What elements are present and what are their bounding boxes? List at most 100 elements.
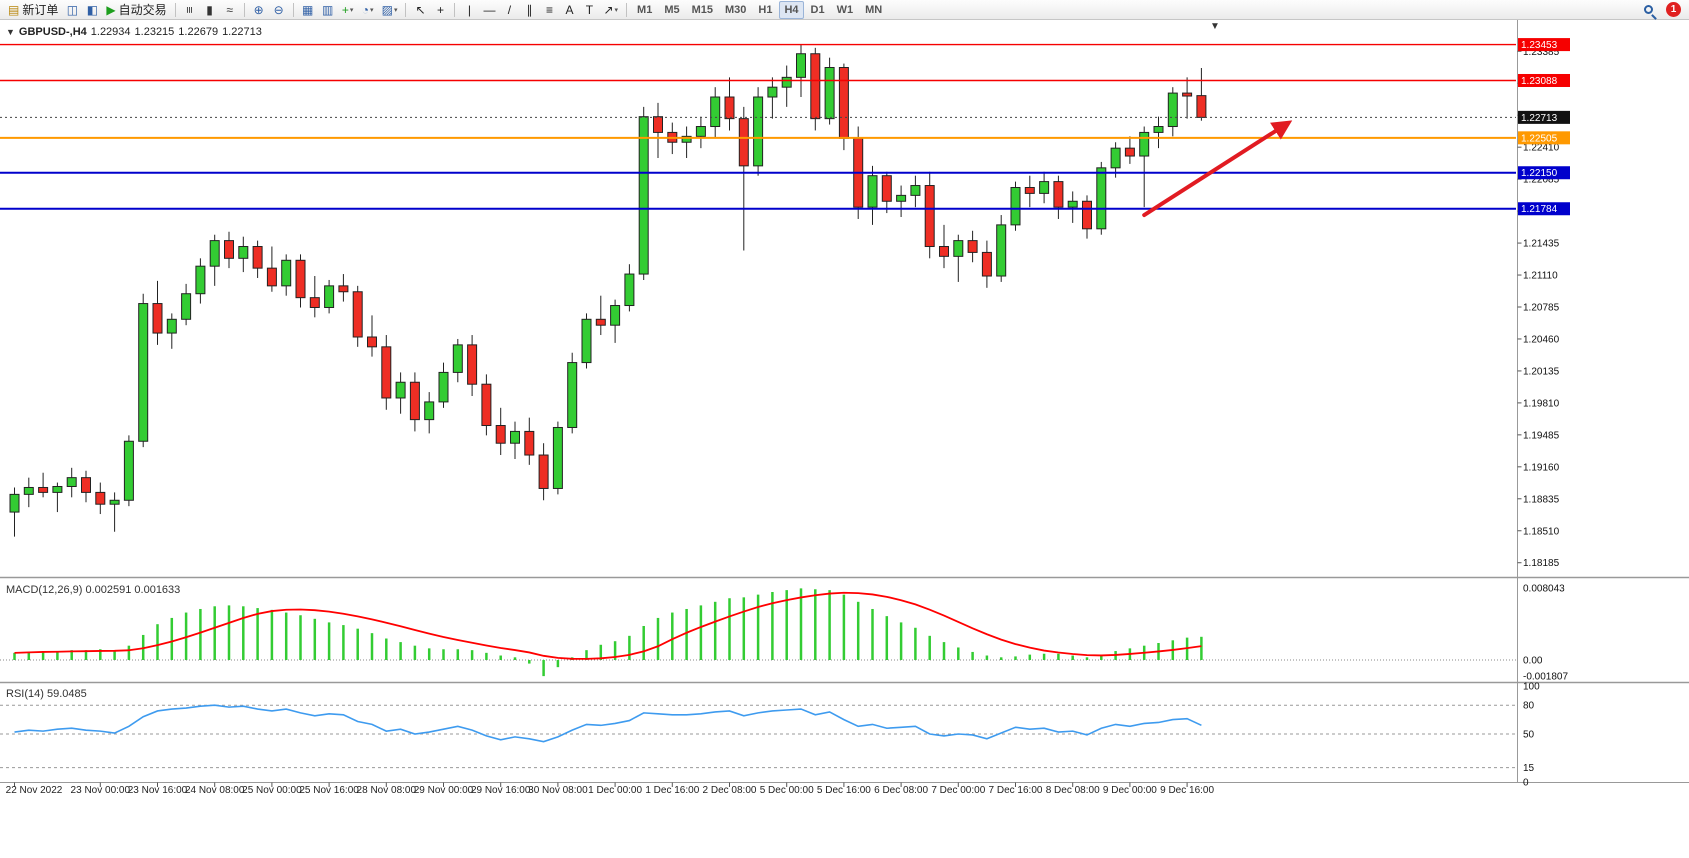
macd-layer — [13, 588, 1203, 677]
svg-text:7 Dec 16:00: 7 Dec 16:00 — [989, 785, 1043, 796]
svg-text:1.22713: 1.22713 — [1521, 113, 1558, 124]
text-button[interactable]: A — [560, 1, 578, 19]
toolbar-separator — [243, 2, 245, 17]
search-icon — [1643, 5, 1653, 14]
notification-badge[interactable]: 1 — [1666, 2, 1681, 17]
close-value: 1.22713 — [222, 26, 262, 38]
low-value: 1.22679 — [178, 26, 219, 38]
period-selector-button[interactable]: ◔ ▾ — [359, 1, 377, 19]
search-button[interactable] — [1639, 1, 1657, 19]
cursor-icon: ↖ — [415, 2, 426, 17]
trendline-icon: / — [507, 2, 512, 17]
arrow-tool-button[interactable]: ↗ ▾ — [600, 1, 621, 19]
svg-text:23 Nov 16:00: 23 Nov 16:00 — [128, 785, 188, 796]
svg-text:9 Dec 16:00: 9 Dec 16:00 — [1160, 785, 1214, 796]
toolbar-right: 1 — [1638, 1, 1685, 19]
tf-h1-button[interactable]: H1 — [758, 3, 773, 16]
tf-m15-button[interactable]: M15 — [691, 3, 714, 16]
svg-text:29 Nov 00:00: 29 Nov 00:00 — [414, 785, 474, 796]
period-selector-dropdown-icon: ▾ — [369, 6, 374, 14]
price-axis[interactable]: 1.233851.230601.227351.224101.220851.217… — [1517, 47, 1569, 789]
tf-d1-button[interactable]: D1 — [810, 3, 825, 16]
symbol-period-label: GBPUSD-,H4 — [18, 26, 87, 38]
open-value: 1.22934 — [90, 26, 131, 38]
bar-chart-button[interactable]: ≡ — [181, 1, 199, 19]
zoom-in-icon: ⊕ — [253, 2, 264, 17]
chart-window: 1.233851.230601.227351.224101.220851.217… — [0, 20, 1689, 858]
arrow-tool-icon: ↗ — [603, 2, 614, 17]
new-order-label: 新订单 — [22, 3, 59, 17]
svg-text:7 Dec 00:00: 7 Dec 00:00 — [931, 785, 985, 796]
chart-shift-marker[interactable]: ▼ — [1210, 21, 1220, 32]
rsi-indicator-label: RSI(14) 59.0485 — [6, 688, 87, 700]
auto-trading-button[interactable]: ▶ 自动交易 — [103, 1, 169, 19]
candlestick-chart-button[interactable]: ▮ — [201, 1, 219, 19]
svg-text:1.18510: 1.18510 — [1523, 526, 1560, 537]
cursor-button[interactable]: ↖ — [411, 1, 429, 19]
svg-text:5 Dec 00:00: 5 Dec 00:00 — [760, 785, 814, 796]
toolbar-group-windows: ▦ ▥ + ▾ ◔ ▾ ▨ ▾ — [298, 1, 402, 19]
vertical-line-icon: | — [467, 2, 472, 17]
price-label-boxes: 1.23453 1.23088 1.22505 1.22150 1.21784 1.227… — [1518, 38, 1570, 216]
svg-text:1.19810: 1.19810 — [1523, 398, 1560, 409]
svg-text:1.22410: 1.22410 — [1523, 143, 1560, 154]
tf-h4-button[interactable]: H4 — [779, 0, 804, 19]
macd-indicator-label: MACD(12,26,9) 0.002591 0.001633 — [6, 584, 181, 596]
horizontal-line-button[interactable]: — — [480, 1, 498, 19]
toolbar-separator — [292, 2, 294, 17]
fibonacci-retracement-icon: ≡ — [545, 2, 553, 17]
tf-m1-button[interactable]: M1 — [637, 3, 653, 16]
svg-text:8 Dec 08:00: 8 Dec 08:00 — [1046, 785, 1100, 796]
text-icon: A — [565, 2, 574, 17]
candles-layer — [9, 44, 1207, 537]
new-order-icon: ▤ — [8, 2, 20, 17]
toolbar-separator — [626, 2, 628, 17]
toolbar-separator — [405, 2, 407, 17]
market-watch-button[interactable]: ◧ — [83, 1, 101, 19]
tile-windows-button[interactable]: ▦ — [299, 1, 317, 19]
symbol-dropdown-icon[interactable]: ▼ — [6, 27, 15, 37]
fibonacci-retracement-button[interactable]: ≡ — [540, 1, 558, 19]
tf-m5-button[interactable]: M5 — [664, 3, 680, 16]
new-chart-button[interactable]: + ▾ — [339, 1, 357, 19]
svg-text:23 Nov 00:00: 23 Nov 00:00 — [71, 785, 131, 796]
template-selector-icon: ▨ — [381, 2, 393, 17]
chart-canvas[interactable]: 1.233851.230601.227351.224101.220851.217… — [0, 20, 1689, 858]
equidistant-channel-icon: ∥ — [526, 2, 533, 17]
template-selector-button[interactable]: ▨ ▾ — [379, 1, 401, 19]
crosshair-button[interactable]: + — [431, 1, 449, 19]
tf-m30-button[interactable]: M30 — [725, 3, 747, 16]
toolbar-group-chart-type: ≡ ▮ ≈ — [180, 1, 240, 19]
svg-text:1.18185: 1.18185 — [1523, 558, 1560, 569]
charts-window-button[interactable]: ◫ — [63, 1, 81, 19]
crosshair-icon: + — [436, 2, 444, 17]
svg-text:6 Dec 08:00: 6 Dec 08:00 — [874, 785, 928, 796]
svg-text:9 Dec 00:00: 9 Dec 00:00 — [1103, 785, 1157, 796]
text-label-icon: T — [585, 2, 594, 17]
toolbar-group-timeframes: M1 M5 M15 M30 H1 H4 D1 W1 MN — [631, 0, 888, 19]
tf-mn-button[interactable]: MN — [865, 3, 883, 16]
chart-ohlc-header: ▼ GBPUSD-,H4 1.22934 1.23215 1.22679 1.22713 — [6, 26, 266, 38]
line-chart-button[interactable]: ≈ — [221, 1, 239, 19]
svg-text:1.21784: 1.21784 — [1521, 204, 1558, 215]
svg-text:29 Nov 16:00: 29 Nov 16:00 — [471, 785, 531, 796]
zoom-in-button[interactable]: ⊕ — [250, 1, 268, 19]
toolbar-separator — [454, 2, 456, 17]
svg-text:1.23088: 1.23088 — [1521, 76, 1558, 87]
trend-arrow[interactable] — [1142, 120, 1293, 218]
toolbar-groups: ▤ 新订单 ◫ ◧ ▶ 自动交易 ≡ ▮ ≈ ⊕ ⊖ ▦ ▥ + ▾ ◔ ▾ ▨ ▾ ↖ + | — / ∥ ≡ A T ↗ ▾ M1 M5 M… — [4, 0, 888, 19]
toolbar: ▤ 新订单 ◫ ◧ ▶ 自动交易 ≡ ▮ ≈ ⊕ ⊖ ▦ ▥ + ▾ ◔ ▾ ▨ ▾ ↖ + | — / ∥ ≡ A T ↗ ▾ M1 M5 M… — [0, 0, 1689, 20]
market-watch-icon: ◧ — [86, 2, 99, 17]
equidistant-channel-button[interactable]: ∥ — [520, 1, 538, 19]
vertical-line-button[interactable]: | — [460, 1, 478, 19]
svg-text:15: 15 — [1523, 763, 1535, 774]
new-order-button[interactable]: ▤ 新订单 — [5, 1, 61, 19]
zoom-out-button[interactable]: ⊖ — [270, 1, 288, 19]
auto-arrange-button[interactable]: ▥ — [319, 1, 337, 19]
candlestick-chart-icon: ▮ — [206, 2, 213, 17]
text-label-button[interactable]: T — [580, 1, 598, 19]
tf-w1-button[interactable]: W1 — [836, 3, 854, 16]
tile-windows-icon: ▦ — [301, 2, 314, 17]
trendline-button[interactable]: / — [500, 1, 518, 19]
